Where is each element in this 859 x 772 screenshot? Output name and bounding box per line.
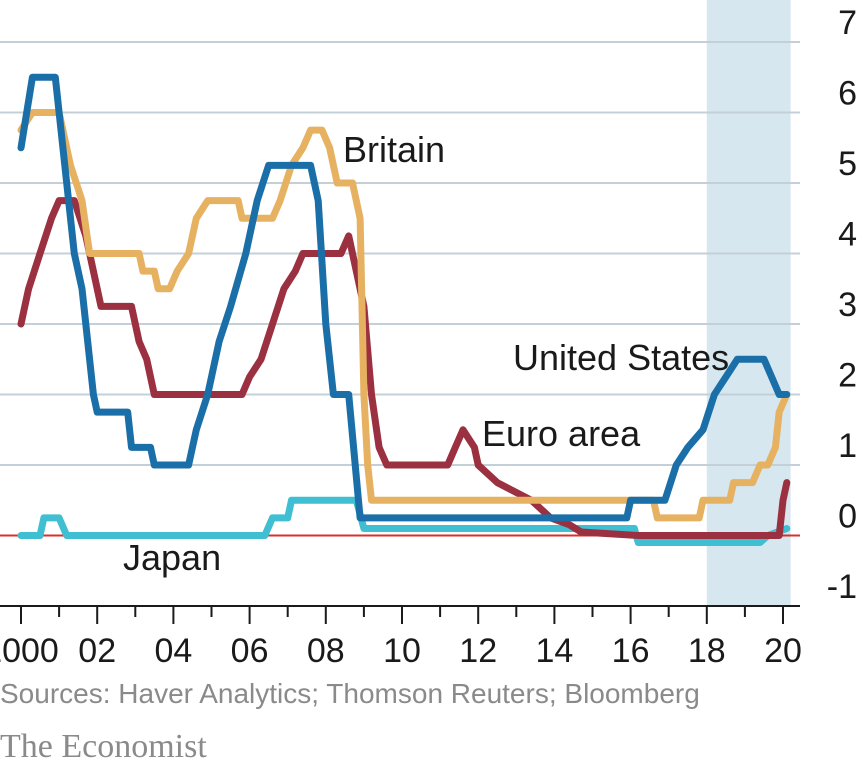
x-tick-label: 02 xyxy=(78,632,116,670)
y-axis-tick-labels: 7 6 5 4 3 2 1 0 -1 xyxy=(827,4,857,606)
x-tick-label: 06 xyxy=(231,632,269,670)
x-tick-label: 20 xyxy=(764,632,802,670)
series-line-euro-area xyxy=(17,197,791,539)
y-tick-label: 3 xyxy=(838,286,857,324)
x-tick-label: 12 xyxy=(459,632,497,670)
source-note: Sources: Haver Analytics; Thomson Reuter… xyxy=(0,678,700,709)
series-line-united-states xyxy=(17,73,791,522)
y-tick-label: 1 xyxy=(838,427,857,465)
x-tick-label: 04 xyxy=(154,632,192,670)
label-euro-area: Euro area xyxy=(482,413,641,454)
y-tick-label: 7 xyxy=(838,4,857,42)
x-tick-label: 2000 xyxy=(0,632,59,670)
label-britain: Britain xyxy=(343,129,445,170)
x-tick-label: 08 xyxy=(307,632,345,670)
x-tick-label: 16 xyxy=(612,632,650,670)
label-united-states: United States xyxy=(513,337,729,378)
y-tick-label: -1 xyxy=(827,568,857,606)
y-tick-label: 5 xyxy=(838,145,857,183)
series-line-japan xyxy=(17,496,791,546)
series-line-britain xyxy=(17,109,791,522)
x-tick-label: 14 xyxy=(535,632,573,670)
y-tick-label: 4 xyxy=(838,216,857,254)
x-tick-label: 18 xyxy=(688,632,726,670)
economist-logo: The Economist xyxy=(0,728,207,765)
shaded-recent-period xyxy=(706,0,791,606)
y-tick-label: 2 xyxy=(838,357,857,395)
y-tick-label: 6 xyxy=(838,75,857,113)
y-tick-label: 0 xyxy=(838,498,857,536)
series-labels: Britain United States Euro area Japan xyxy=(123,129,729,578)
x-axis: 2000 02 04 06 08 10 12 14 16 18 20 xyxy=(0,605,802,670)
label-japan: Japan xyxy=(123,537,221,578)
series-lines xyxy=(17,73,791,546)
x-tick-label: 10 xyxy=(383,632,421,670)
